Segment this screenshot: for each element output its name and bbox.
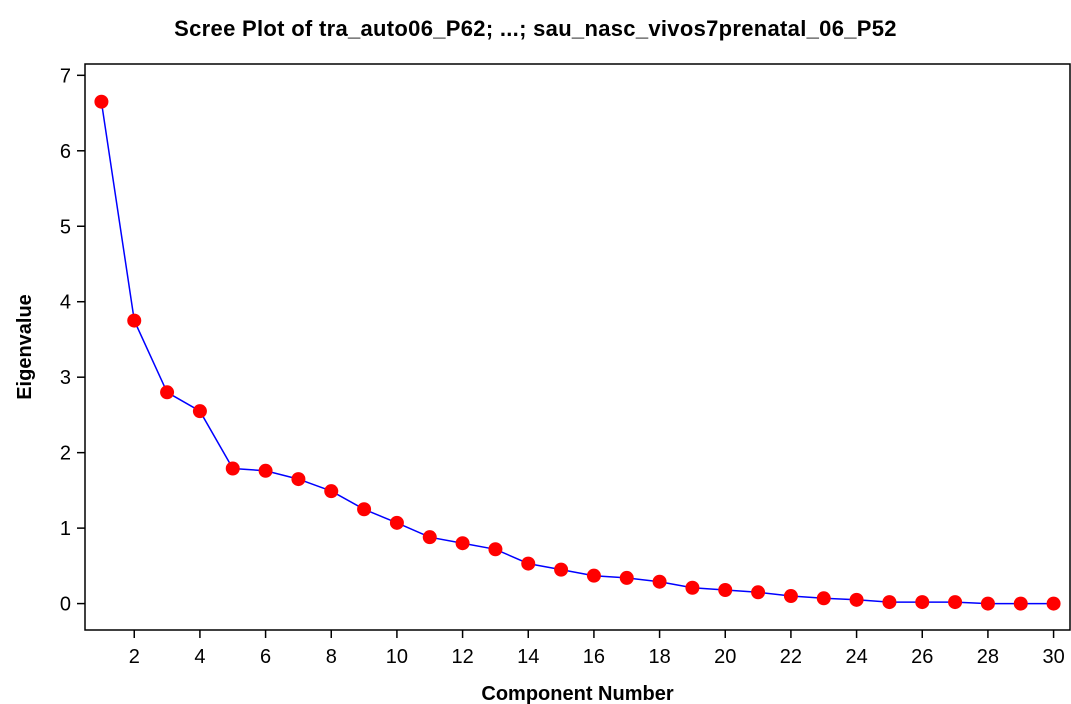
y-tick-label: 0: [60, 594, 71, 616]
data-point: [586, 568, 601, 583]
data-point: [948, 595, 963, 610]
data-point: [652, 574, 667, 589]
x-tick-label: 20: [714, 646, 736, 668]
data-point: [225, 461, 240, 476]
y-tick-label: 7: [60, 65, 71, 87]
x-tick-label: 16: [583, 646, 605, 668]
y-tick-label: 5: [60, 216, 71, 238]
data-point: [882, 595, 897, 610]
x-tick-label: 10: [386, 646, 408, 668]
x-tick-label: 2: [129, 646, 140, 668]
data-point: [258, 463, 273, 478]
x-tick-label: 24: [845, 646, 867, 668]
data-point: [127, 313, 142, 328]
eigenvalue-points: [94, 94, 1061, 611]
data-point: [291, 472, 306, 487]
data-point: [357, 502, 372, 517]
y-tick-label: 4: [60, 292, 71, 314]
data-point: [324, 484, 339, 499]
data-point: [521, 556, 536, 571]
data-point: [455, 536, 470, 551]
y-tick-label: 1: [60, 518, 71, 540]
x-tick-label: 26: [911, 646, 933, 668]
x-tick-label: 28: [977, 646, 999, 668]
data-point: [783, 589, 798, 604]
data-point: [980, 596, 995, 611]
data-point: [751, 585, 766, 600]
x-tick-label: 22: [780, 646, 802, 668]
y-tick-label: 2: [60, 443, 71, 465]
x-tick-label: 8: [326, 646, 337, 668]
data-point: [718, 583, 733, 598]
plot-area-frame: [84, 63, 1071, 631]
x-tick-label: 14: [517, 646, 539, 668]
data-point: [685, 580, 700, 595]
data-point: [192, 404, 207, 419]
data-point: [915, 595, 930, 610]
x-tick-label: 30: [1042, 646, 1064, 668]
x-axis-title: Component Number: [481, 683, 673, 704]
data-point: [1013, 596, 1028, 611]
y-tick-label: 3: [60, 367, 71, 389]
x-tick-label: 4: [194, 646, 205, 668]
y-axis: 0 1 2 3 4 5 6 7: [60, 65, 85, 616]
data-point: [816, 591, 831, 606]
x-tick-label: 6: [260, 646, 271, 668]
y-tick-label: 6: [60, 141, 71, 163]
data-point: [389, 515, 404, 530]
data-point: [849, 592, 864, 607]
data-point: [1046, 596, 1061, 611]
data-point: [160, 385, 175, 400]
x-tick-label: 12: [451, 646, 473, 668]
data-point: [488, 542, 503, 557]
data-point: [422, 530, 437, 545]
data-point: [554, 562, 569, 577]
data-point: [619, 570, 634, 585]
chart-title: Scree Plot of tra_auto06_P62; ...; sau_n…: [174, 16, 897, 41]
x-tick-label: 18: [648, 646, 670, 668]
x-axis: 2 4 6 8 10 12 14 16 18 20 22 24 26 28 30: [129, 630, 1065, 668]
eigenvalue-line: [100, 101, 1054, 605]
data-point: [94, 94, 109, 109]
y-axis-title: Eigenvalue: [14, 294, 36, 400]
